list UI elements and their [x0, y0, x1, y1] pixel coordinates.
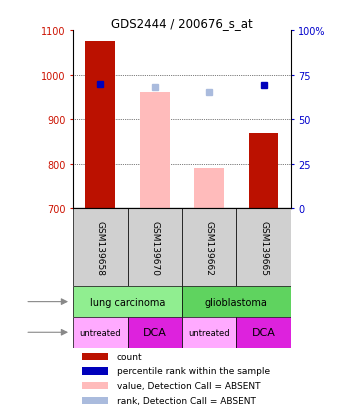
Text: count: count: [117, 352, 142, 361]
Text: DCA: DCA: [252, 328, 275, 337]
Bar: [128, 209, 182, 287]
Text: value, Detection Call = ABSENT: value, Detection Call = ABSENT: [117, 381, 260, 390]
Text: untreated: untreated: [188, 328, 230, 337]
Bar: [249, 133, 278, 209]
Bar: [236, 317, 291, 348]
Bar: [194, 169, 224, 209]
Bar: [73, 287, 182, 317]
Bar: [182, 209, 236, 287]
Text: untreated: untreated: [80, 328, 121, 337]
Text: GSM139670: GSM139670: [150, 220, 159, 275]
Bar: [82, 353, 108, 361]
Text: DCA: DCA: [143, 328, 167, 337]
Bar: [236, 209, 291, 287]
Text: GSM139665: GSM139665: [259, 220, 268, 275]
Bar: [182, 317, 236, 348]
Bar: [85, 42, 115, 209]
Bar: [82, 382, 108, 389]
Text: GSM139658: GSM139658: [96, 220, 105, 275]
Bar: [182, 287, 291, 317]
Bar: [128, 317, 182, 348]
Text: glioblastoma: glioblastoma: [205, 297, 268, 307]
Title: GDS2444 / 200676_s_at: GDS2444 / 200676_s_at: [111, 17, 253, 30]
Text: percentile rank within the sample: percentile rank within the sample: [117, 366, 270, 375]
Text: lung carcinoma: lung carcinoma: [90, 297, 165, 307]
Bar: [140, 93, 170, 209]
Text: rank, Detection Call = ABSENT: rank, Detection Call = ABSENT: [117, 396, 255, 405]
Bar: [82, 396, 108, 404]
Text: GSM139662: GSM139662: [205, 221, 214, 275]
Bar: [73, 209, 128, 287]
Bar: [73, 317, 128, 348]
Bar: [82, 367, 108, 375]
